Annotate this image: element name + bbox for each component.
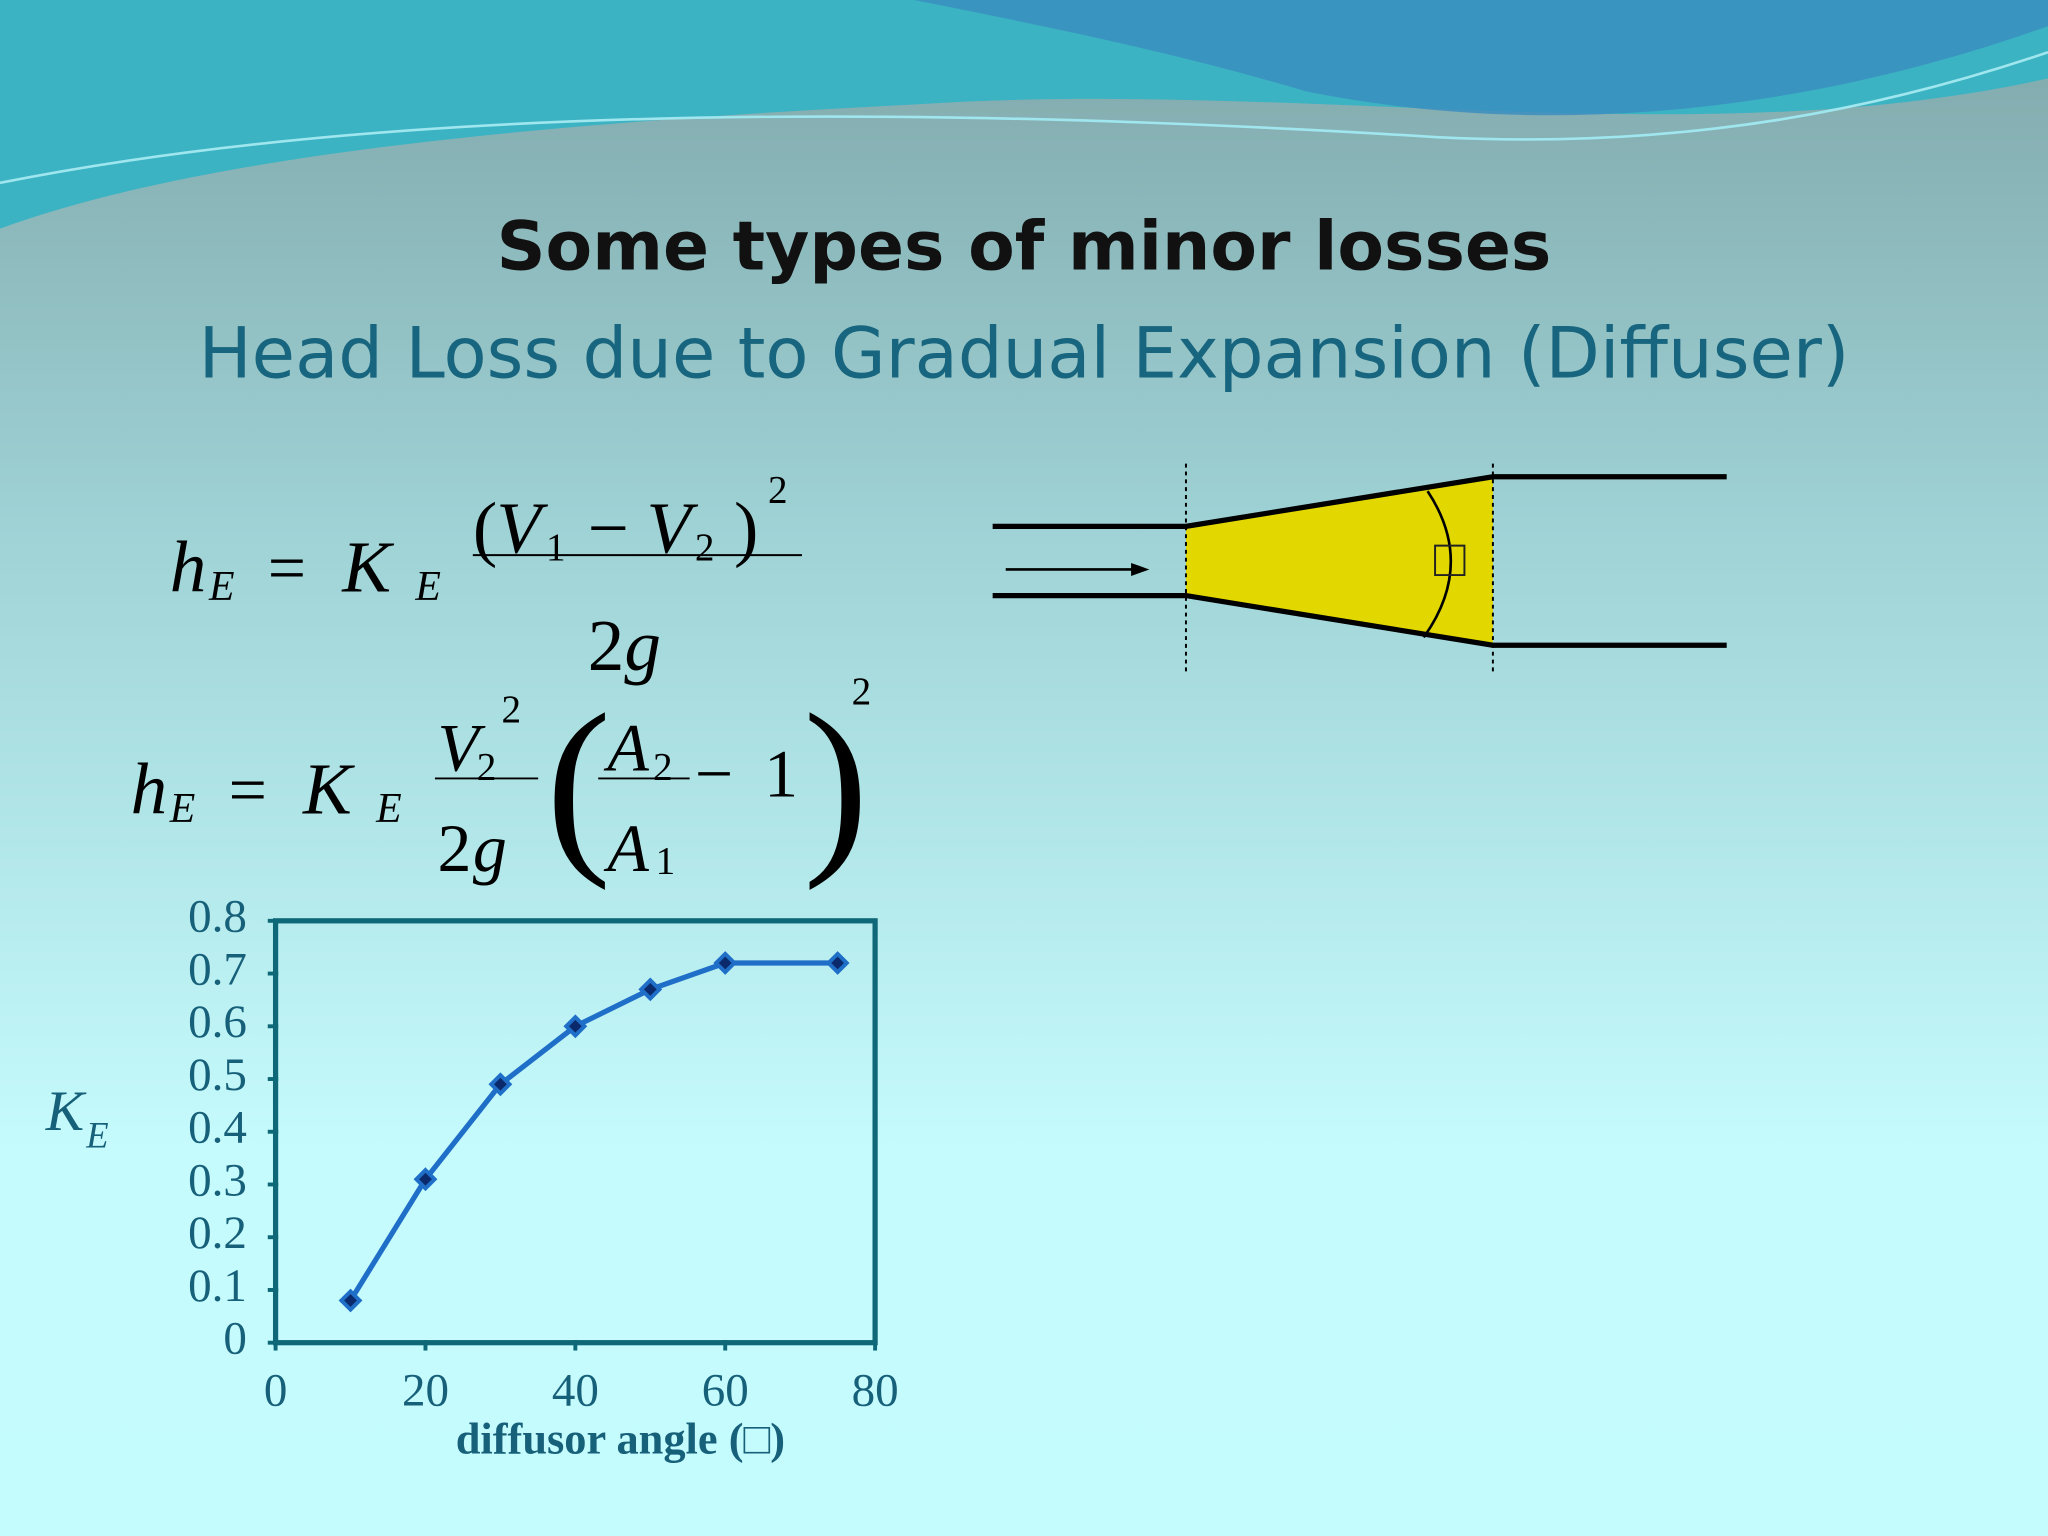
- equation-token: h: [170, 526, 207, 607]
- y-tick-label: 0.5: [188, 1049, 247, 1101]
- diffuser-fill: [1185, 476, 1493, 646]
- slide-subtitle: Head Loss due to Gradual Expansion (Diff…: [199, 312, 1850, 394]
- y-tick-label: 0.8: [188, 891, 247, 943]
- equation-token: K: [302, 749, 355, 830]
- equation-token: g: [624, 605, 661, 686]
- y-tick-label: 0.2: [188, 1207, 247, 1259]
- y-tick-label: 0.4: [188, 1102, 247, 1154]
- equation-token: 1: [546, 526, 566, 569]
- y-axis-label-sub: E: [85, 1114, 108, 1155]
- data-point: [825, 951, 850, 975]
- equation-token: E: [169, 786, 196, 832]
- x-axis-label: diffusor angle (□): [456, 1413, 785, 1463]
- equation-token: 2: [653, 746, 673, 789]
- x-tick-label: 60: [702, 1365, 749, 1417]
- equation-token: V: [438, 710, 487, 786]
- data-point: [713, 951, 738, 975]
- equation-token: ): [734, 487, 758, 568]
- equation-token: K: [341, 526, 394, 607]
- equation-token: (: [546, 674, 611, 891]
- equation-token: 2: [768, 469, 788, 512]
- equation-token: −: [695, 736, 733, 812]
- arrow-head: [1131, 562, 1150, 576]
- equation-token: =: [268, 529, 306, 605]
- chart: 00.10.20.30.40.50.60.70.80 20 40 60 80K Ediff…: [45, 891, 899, 1464]
- equation-token: (: [473, 487, 497, 568]
- equation-token: A: [603, 710, 649, 786]
- equation-token: 2: [502, 688, 522, 731]
- data-point: [563, 1014, 588, 1039]
- slide-title: Some types of minor losses: [497, 207, 1552, 286]
- angle-arc: [1422, 490, 1453, 639]
- equation-token: V: [647, 487, 699, 568]
- diffuser-diagram: □: [992, 463, 1727, 673]
- equation-token: 2: [852, 670, 872, 713]
- equation-token: 1: [656, 840, 676, 883]
- angle-label: □: [1434, 530, 1466, 588]
- wave-line: [0, 51, 2048, 185]
- y-tick-label: 0.7: [188, 943, 247, 995]
- data-point: [638, 977, 663, 1002]
- equation-token: 2: [695, 526, 715, 569]
- equation-token: E: [414, 564, 441, 610]
- equation-token: E: [208, 564, 235, 610]
- x-tick-label: 80: [852, 1365, 899, 1417]
- equation-token: 2: [588, 605, 625, 686]
- equation-token: h: [131, 749, 168, 830]
- equation-token: A: [603, 810, 649, 886]
- y-tick-label: 0: [223, 1312, 247, 1364]
- y-axis-label: K: [45, 1080, 87, 1143]
- y-tick-label: 0.6: [188, 996, 247, 1048]
- y-tick-label: 0.1: [188, 1260, 247, 1312]
- equation-token: −: [588, 487, 629, 568]
- x-tick-label: 0: [264, 1365, 288, 1417]
- equation-token: =: [229, 751, 267, 827]
- x-tick-label: 20: [402, 1365, 449, 1417]
- wave-blue: [914, 0, 2048, 116]
- equation-token: 1: [764, 736, 798, 812]
- equation-token: g: [473, 810, 507, 886]
- y-tick-label: 0.3: [188, 1154, 247, 1206]
- equation-token: V: [496, 487, 548, 568]
- data-point: [488, 1072, 513, 1097]
- data-point: [338, 1288, 363, 1313]
- pipe-walls: [992, 474, 1727, 648]
- equation-token: 2: [477, 746, 497, 789]
- equation-token: ): [803, 674, 868, 891]
- x-tick-label: 40: [552, 1365, 599, 1417]
- equation-token: 2: [438, 810, 472, 886]
- equation-token: E: [375, 786, 402, 832]
- data-point: [413, 1167, 438, 1192]
